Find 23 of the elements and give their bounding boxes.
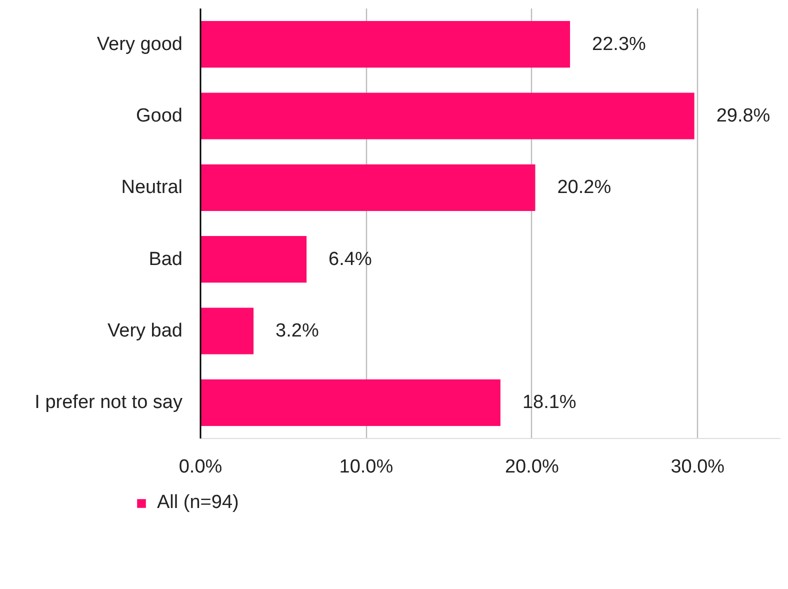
y-tick-label: Neutral [121,177,182,198]
data-label: 3.2% [276,320,319,342]
x-tick-label: 10.0% [339,456,394,478]
bar [200,92,694,140]
x-tick-label: 30.0% [670,456,725,478]
y-tick-label: I prefer not to say [34,392,183,414]
y-tick-label: Very bad [108,320,182,342]
bar [200,164,536,211]
y-tick-label: Very good [96,34,183,55]
bar [200,236,307,283]
bar [200,379,500,426]
x-tick-label: 20.0% [504,456,559,478]
data-label: 18.1% [522,392,576,414]
y-tick-label: Bad [148,248,183,270]
bar [200,308,254,354]
y-tick-label: Good [136,106,183,126]
data-label: 22.3% [592,34,646,55]
data-label: 20.2% [557,177,612,198]
legend-label: All (n=94) [157,492,239,514]
data-label: 29.8% [716,106,770,126]
x-tick-label: 0.0% [178,456,222,478]
bar [200,21,570,68]
data-label: 6.4% [328,248,372,270]
